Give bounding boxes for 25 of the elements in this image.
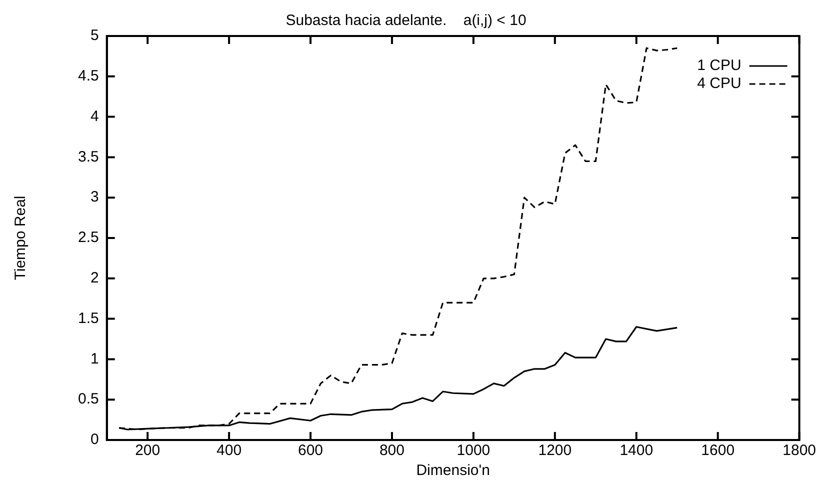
y-tick-label: 4: [90, 108, 99, 125]
y-tick-label: 4.5: [78, 68, 99, 85]
x-tick-label: 200: [135, 442, 160, 460]
chart-title: Subasta hacia adelante. a(i,j) < 10: [286, 12, 526, 30]
x-tick-label: 1600: [701, 442, 735, 460]
y-tick-label: 1.5: [78, 310, 99, 327]
x-tick-label: 600: [298, 442, 324, 460]
x-tick-label: 1200: [538, 442, 572, 460]
x-tick-label: 400: [216, 442, 242, 460]
legend-label: 4 CPU: [697, 75, 742, 92]
x-tick-label: 800: [379, 442, 404, 460]
x-tick-label: 1000: [456, 442, 490, 460]
y-tick-label: 0: [90, 431, 99, 448]
y-tick-label: 0.5: [78, 390, 99, 408]
y-tick-label: 3.5: [78, 148, 99, 166]
y-tick-label: 2: [90, 270, 99, 287]
x-axis-title: Dimensio'n: [416, 462, 490, 480]
y-tick-label: 3: [90, 188, 99, 206]
y-tick-label: 2.5: [78, 229, 99, 246]
x-tick-label: 1400: [620, 442, 654, 460]
legend-label: 1 CPU: [697, 57, 742, 74]
x-tick-label: 1800: [782, 442, 816, 460]
y-tick-label: 5: [90, 27, 99, 44]
y-axis-title: Tiempo Real: [12, 196, 30, 280]
y-tick-label: 1: [90, 350, 99, 368]
